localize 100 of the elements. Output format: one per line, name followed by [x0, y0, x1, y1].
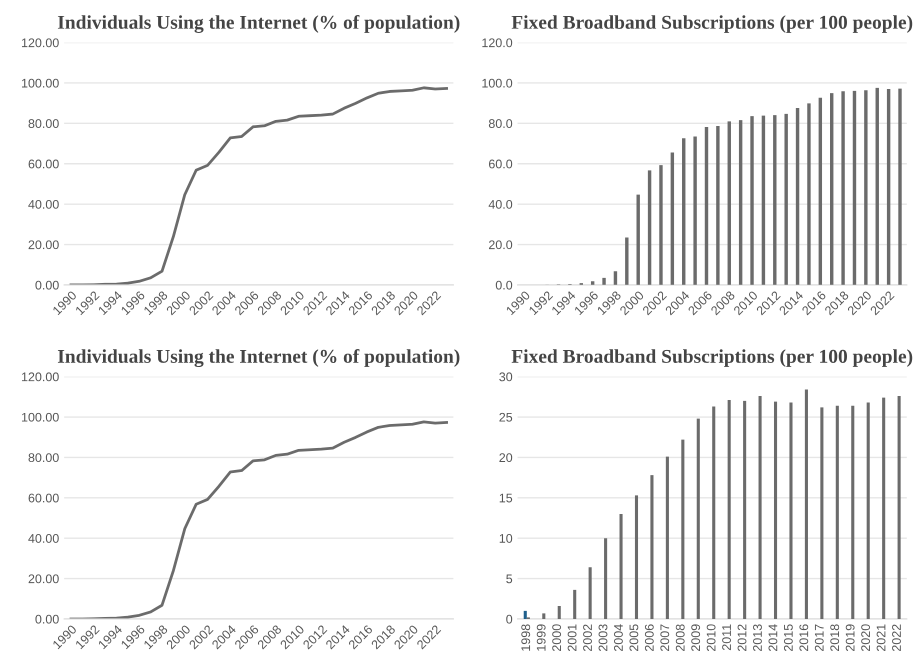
y-tick-label: 40.00 [28, 200, 59, 209]
bar [796, 108, 800, 285]
x-tick-label: 2000 [552, 624, 562, 652]
y-tick-label: 40.0 [488, 200, 512, 209]
x-tick-label: 2012 [738, 624, 746, 652]
y-tick-label: 60.0 [488, 160, 512, 168]
bar [636, 194, 640, 285]
bar [524, 610, 527, 619]
bar [789, 402, 793, 619]
y-tick-label: 0 [506, 614, 512, 624]
x-tick-label: 2001 [568, 624, 577, 652]
bar [716, 126, 720, 285]
bar [728, 121, 731, 285]
bar [625, 237, 629, 285]
y-tick-label: 0.0 [496, 280, 512, 290]
y-tick-label: 80.00 [28, 119, 59, 128]
y-tick-label: 0.00 [35, 614, 59, 624]
x-tick-label: 2019 [846, 624, 855, 652]
x-tick-label: 2013 [753, 624, 762, 652]
bar [573, 590, 576, 619]
x-tick-label: 2002 [583, 624, 592, 652]
chart-title: Individuals Using the Internet (% of population) [58, 14, 460, 33]
y-tick-label: 20.00 [28, 574, 59, 584]
y-tick-label: 80.0 [488, 119, 512, 128]
y-tick-label: 120.0 [482, 38, 512, 48]
bar [820, 407, 824, 619]
bar [851, 406, 854, 619]
bar [762, 116, 766, 285]
y-tick-label: 30 [499, 372, 512, 382]
bar [841, 91, 845, 285]
bar [620, 514, 623, 619]
bar [634, 495, 638, 619]
x-tick-label: 2003 [598, 624, 608, 652]
y-tick-label: 80.00 [28, 453, 59, 462]
x-tick-label: 2006 [644, 624, 654, 652]
y-tick-label: 60.00 [28, 160, 59, 168]
bar [882, 398, 886, 619]
bar [864, 90, 868, 285]
y-tick-label: 40.00 [28, 534, 59, 543]
bar [774, 402, 778, 619]
bar [682, 138, 686, 285]
y-tick-label: 10 [500, 534, 512, 543]
y-tick-label: 100.00 [22, 78, 59, 88]
x-tick-label: 2010 [706, 624, 716, 652]
x-tick-label: 1998 [521, 624, 530, 651]
x-tick-label: 2018 [830, 624, 840, 652]
y-tick-label: 25 [499, 412, 512, 422]
bar [542, 613, 546, 619]
bar [604, 538, 608, 619]
y-tick-label: 100.00 [22, 412, 59, 422]
x-tick-label: 2017 [814, 624, 824, 652]
y-tick-label: 20.00 [28, 240, 59, 250]
bar [588, 567, 592, 619]
x-tick-label: 2022 [892, 624, 901, 652]
bar [738, 120, 742, 285]
y-tick-label: 120.00 [22, 372, 59, 382]
y-tick-label: 15 [500, 494, 512, 502]
x-tick-label: 2016 [799, 624, 808, 652]
bar [693, 136, 697, 285]
line-series [70, 86, 448, 285]
bar [602, 278, 606, 285]
bar [614, 271, 618, 285]
x-tick-label: 2004 [614, 624, 623, 652]
y-tick-label: 60.00 [28, 494, 59, 502]
x-tick-label: 2005 [629, 624, 638, 652]
x-tick-label: 2007 [660, 624, 670, 652]
bar [898, 396, 901, 619]
y-tick-label: 20 [499, 453, 512, 462]
x-tick-label: 2014 [768, 624, 778, 652]
y-tick-label: 5 [506, 574, 512, 584]
x-tick-label: 2020 [861, 624, 870, 652]
chart-title: Fixed Broadband Subscriptions (per 100 people) [512, 349, 912, 367]
bar [681, 440, 684, 619]
x-tick-label: 2015 [784, 624, 793, 652]
bar [818, 98, 822, 285]
bar [728, 400, 731, 619]
bar [886, 89, 890, 285]
bar [670, 152, 674, 285]
bar [876, 88, 879, 285]
x-tick-label: 1999 [536, 624, 546, 651]
bar [648, 170, 652, 285]
x-tick-label: 2009 [691, 624, 700, 652]
y-tick-label: 100.0 [482, 78, 512, 88]
line-series [70, 420, 448, 619]
x-tick-label: 2021 [876, 624, 886, 652]
y-tick-label: 20.0 [488, 240, 512, 250]
bar [558, 606, 561, 619]
bar [712, 406, 716, 619]
bar [666, 456, 669, 619]
x-tick-label: 2008 [676, 624, 685, 652]
bar [696, 418, 700, 619]
y-tick-label: 0.00 [35, 280, 59, 290]
bar [758, 396, 762, 619]
y-tick-label: 120.00 [22, 38, 59, 48]
bar [773, 115, 777, 285]
bar [804, 390, 808, 619]
bar [830, 93, 834, 285]
chart-title: Individuals Using the Internet (% of population) [58, 349, 460, 368]
bar [836, 406, 839, 619]
bar [784, 114, 788, 285]
